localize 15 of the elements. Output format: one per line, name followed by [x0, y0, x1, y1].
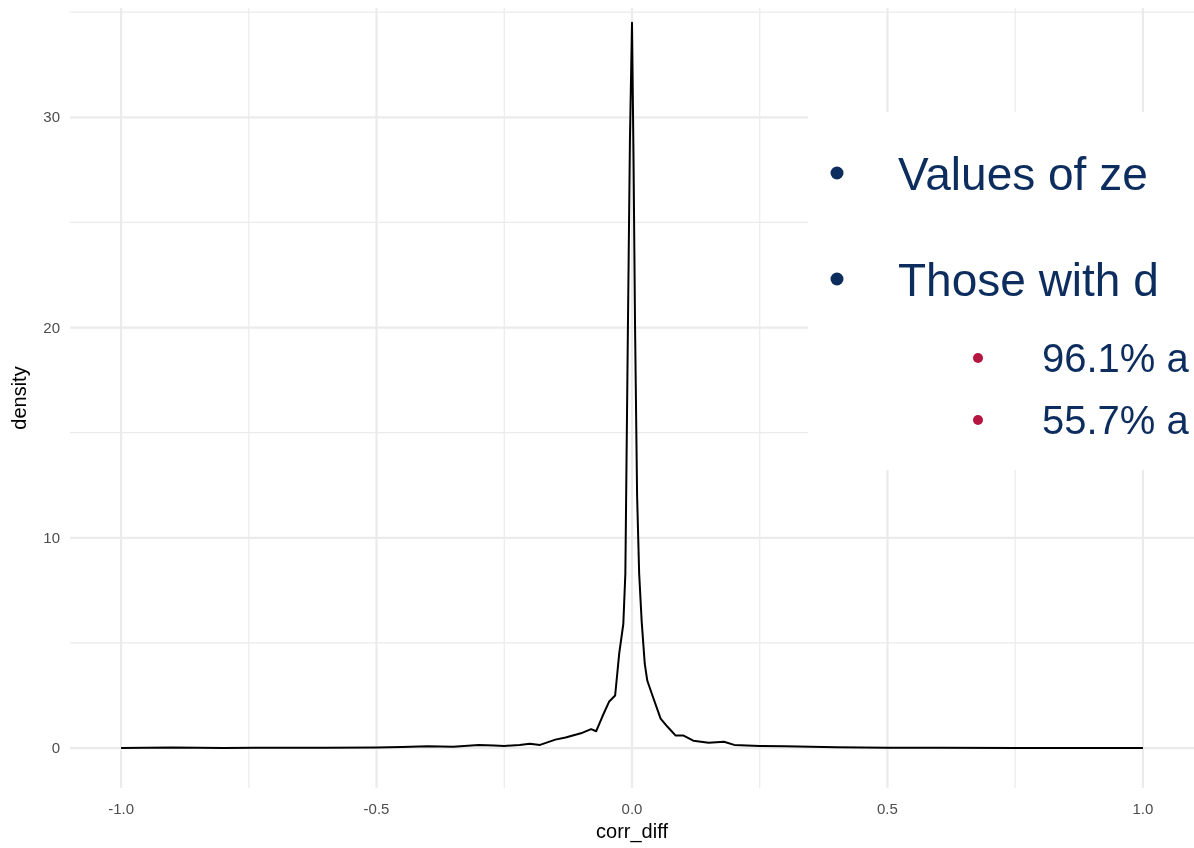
annotation: 55.7% a: [1042, 398, 1190, 442]
y-tick-label: 30: [43, 108, 60, 126]
y-tick-label: 20: [43, 318, 60, 336]
annotation: Values of ze: [898, 148, 1148, 200]
x-tick-label: 1.0: [1132, 800, 1154, 817]
x-axis-title: corr_diff: [596, 820, 669, 843]
x-tick-label: 0.5: [877, 800, 898, 817]
annotation: 96.1% a: [1042, 336, 1190, 380]
annotation: Those with d: [898, 254, 1159, 306]
x-tick-label: -0.5: [363, 800, 390, 817]
y-tick-label: 10: [43, 528, 60, 546]
y-tick-label: 0: [51, 739, 60, 757]
y-axis-title: density: [8, 366, 30, 430]
x-tick-label: 0.0: [621, 800, 643, 817]
x-tick-label: -1.0: [108, 800, 135, 817]
